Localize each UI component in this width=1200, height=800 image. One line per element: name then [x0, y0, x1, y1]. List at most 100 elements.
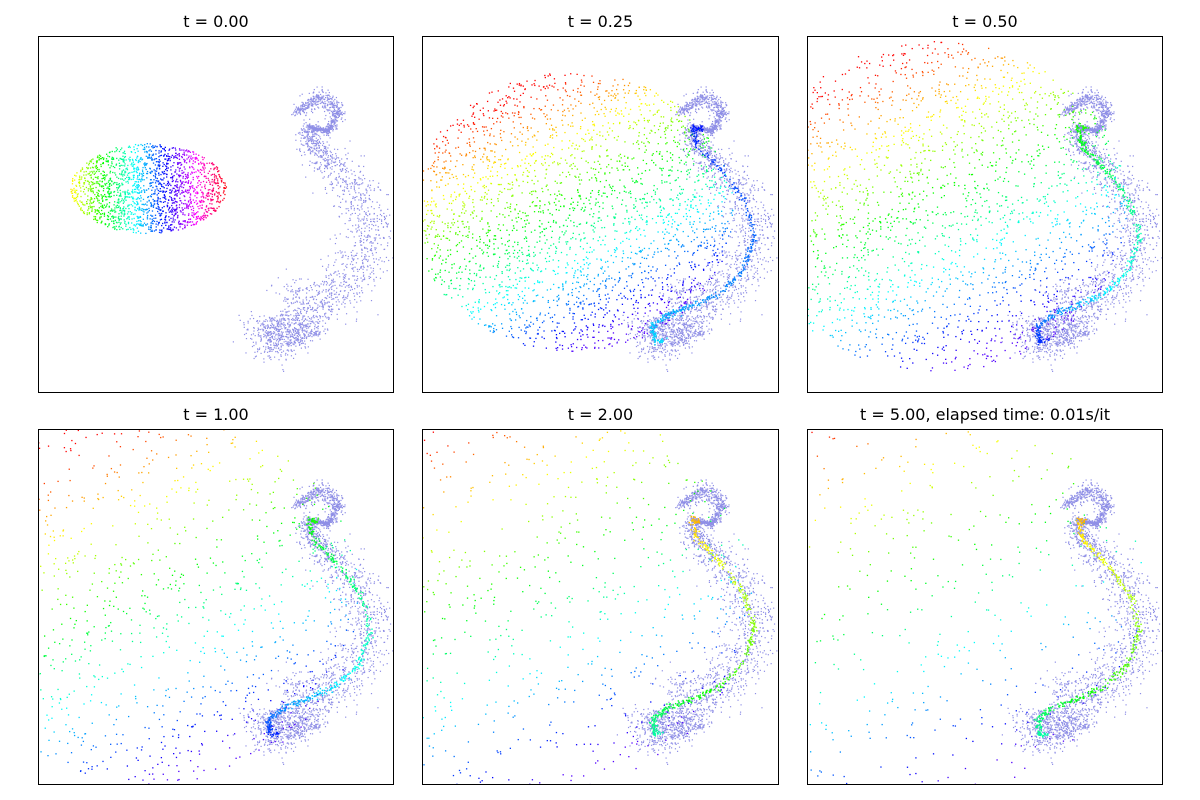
target-point — [315, 126, 317, 128]
target-point — [327, 162, 329, 164]
source-point — [180, 164, 182, 166]
target-point — [282, 369, 284, 371]
target-point — [270, 344, 272, 346]
source-point — [202, 167, 205, 169]
target-point — [287, 298, 289, 300]
target-point — [324, 151, 326, 153]
target-point — [668, 324, 670, 326]
source-point — [185, 162, 188, 164]
source-point — [199, 200, 202, 203]
source-point — [196, 202, 199, 204]
source-point — [181, 172, 183, 174]
source-point — [91, 182, 94, 184]
target-point — [366, 218, 368, 220]
source-point — [118, 215, 120, 218]
source-point — [110, 165, 112, 167]
target-point — [294, 309, 296, 311]
target-point — [321, 171, 323, 174]
target-point — [287, 318, 289, 320]
source-point — [96, 212, 99, 215]
target-point — [257, 348, 259, 350]
target-point — [280, 331, 283, 333]
source-point — [136, 188, 139, 190]
target-point — [733, 183, 735, 185]
source-point — [200, 181, 202, 184]
target-point — [695, 336, 697, 338]
source-point — [193, 212, 195, 214]
source-point — [178, 174, 180, 177]
target-point — [647, 351, 650, 353]
target-point — [328, 162, 330, 164]
source-point — [167, 157, 170, 160]
source-point — [168, 148, 171, 150]
source-point — [198, 200, 201, 202]
target-point — [319, 102, 321, 105]
source-point — [139, 158, 141, 160]
source-point — [187, 175, 189, 177]
source-point — [120, 212, 122, 214]
target-point — [309, 153, 312, 155]
target-point — [339, 186, 342, 188]
source-point — [102, 174, 104, 177]
source-point — [187, 181, 190, 184]
source-point — [118, 186, 120, 188]
source-point — [183, 195, 185, 197]
target-point — [713, 98, 716, 100]
target-point — [761, 226, 763, 228]
target-point — [310, 140, 313, 143]
target-point — [346, 185, 349, 187]
target-point — [685, 331, 688, 333]
target-point — [336, 100, 338, 102]
target-point — [716, 161, 718, 163]
source-point — [164, 197, 166, 199]
source-point — [151, 171, 153, 173]
source-point — [120, 218, 122, 220]
target-point — [286, 311, 289, 313]
source-point — [183, 166, 185, 168]
target-point — [382, 226, 385, 228]
target-point — [311, 289, 313, 291]
target-point — [329, 106, 332, 109]
target-point — [354, 282, 357, 284]
target-point — [290, 350, 292, 352]
source-point — [125, 159, 127, 161]
target-point — [338, 175, 341, 177]
source-point — [170, 156, 172, 158]
target-point — [331, 168, 333, 170]
source-point — [155, 161, 158, 163]
source-point — [127, 221, 130, 224]
target-point — [330, 308, 333, 310]
target-point — [332, 113, 334, 116]
target-point — [306, 125, 308, 127]
target-point — [293, 331, 295, 333]
target-point — [712, 163, 714, 166]
target-point — [338, 293, 340, 295]
target-point — [300, 143, 303, 145]
target-point — [371, 228, 373, 230]
source-point — [123, 211, 126, 213]
source-point — [78, 181, 80, 184]
source-point — [165, 158, 167, 160]
source-point — [205, 205, 208, 207]
target-point — [296, 107, 298, 109]
target-point — [251, 345, 254, 348]
target-point — [322, 102, 324, 104]
target-point — [365, 213, 367, 215]
source-point — [139, 215, 142, 218]
target-point — [288, 331, 291, 333]
target-point — [304, 329, 306, 331]
source-point — [111, 150, 113, 153]
target-point — [669, 352, 671, 355]
target-point — [259, 335, 261, 337]
source-point — [191, 215, 194, 217]
source-point — [135, 191, 137, 193]
source-point — [160, 229, 162, 232]
target-point — [314, 152, 316, 154]
target-point — [296, 337, 299, 340]
source-point — [76, 194, 79, 196]
target-point — [741, 224, 744, 226]
target-point — [255, 341, 257, 343]
target-point — [320, 302, 322, 304]
source-point — [156, 188, 158, 190]
target-point — [334, 98, 336, 101]
